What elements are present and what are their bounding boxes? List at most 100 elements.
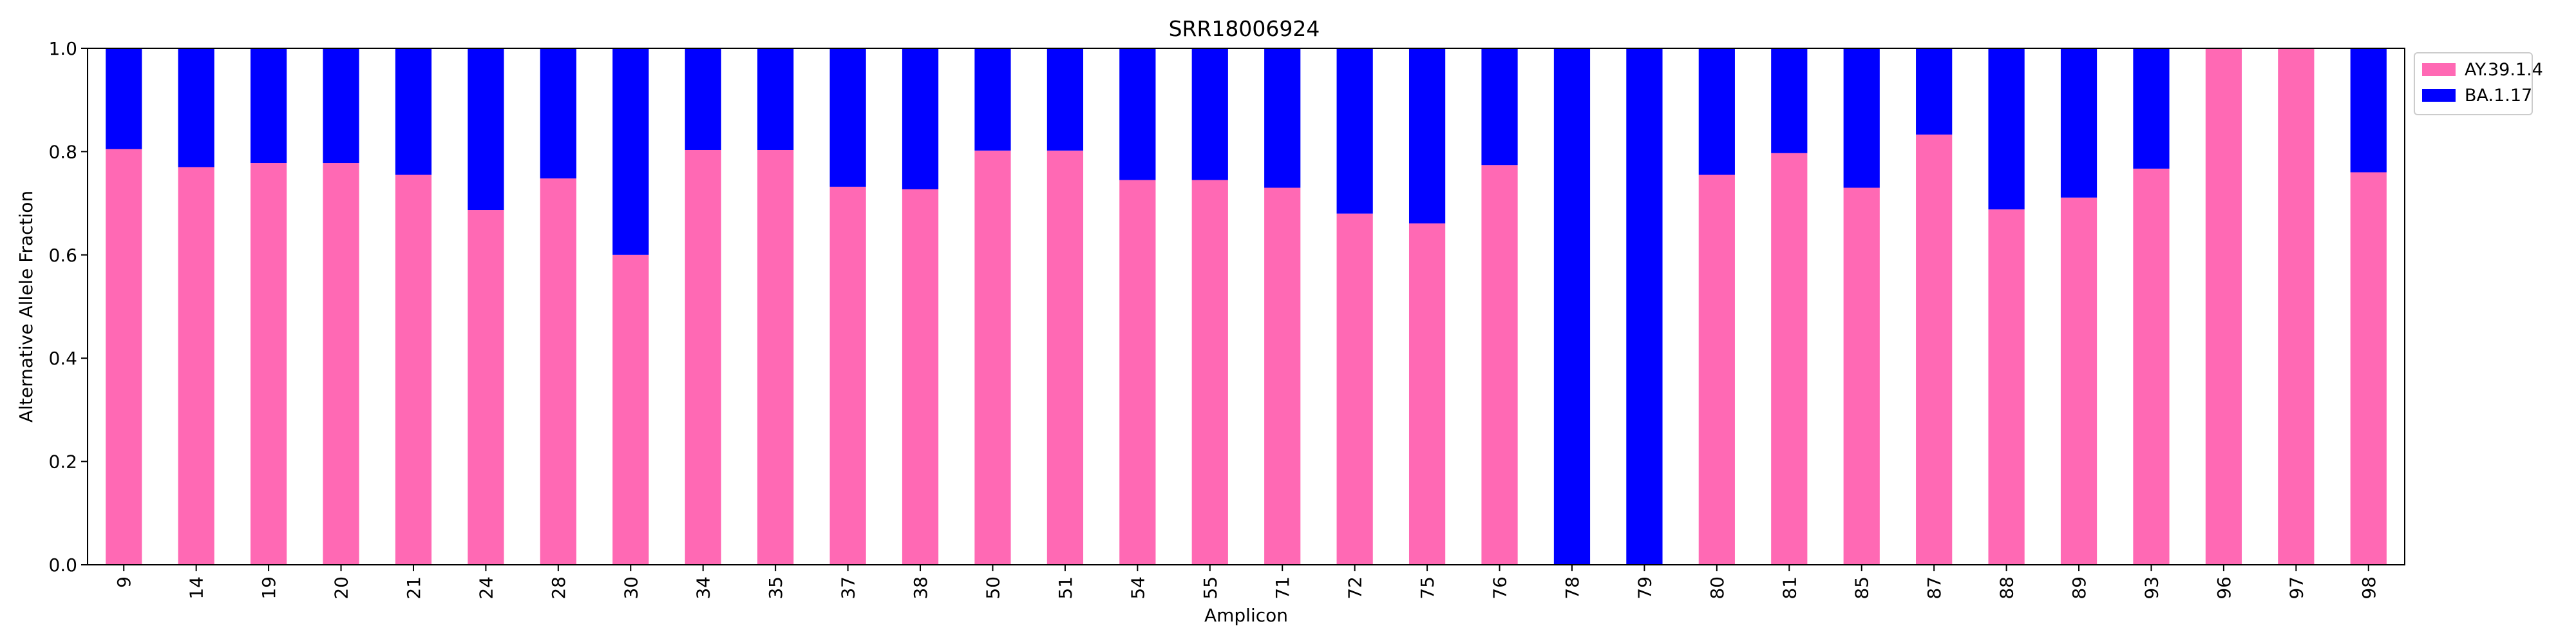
bar-series-1-24 [468, 210, 504, 565]
bar-series-1-30 [612, 254, 649, 565]
bar-series-2-50 [974, 48, 1011, 151]
bar-series-2-88 [1988, 48, 2025, 210]
x-tick-label: 71 [1272, 576, 1293, 600]
x-tick-label: 97 [2286, 576, 2307, 600]
x-tick-label: 79 [1634, 576, 1655, 600]
bar-series-1-71 [1264, 187, 1301, 565]
bar-series-1-87 [1916, 134, 1953, 565]
bar-series-1-97 [2278, 48, 2315, 565]
x-tick-label: 30 [620, 576, 641, 600]
x-tick-label: 75 [1417, 576, 1438, 600]
bar-series-1-89 [2060, 197, 2098, 565]
bars-layer [106, 48, 2387, 565]
bar-series-1-38 [902, 189, 939, 565]
bar-series-2-81 [1771, 48, 1808, 153]
bar-series-1-80 [1698, 175, 1735, 565]
x-tick-label: 19 [258, 576, 279, 600]
bar-series-1-93 [2133, 168, 2170, 565]
bar-series-1-9 [106, 149, 142, 565]
bar-series-2-24 [468, 48, 504, 211]
legend-swatch [2422, 89, 2456, 102]
x-tick-label: 87 [1924, 576, 1945, 600]
y-tick-label: 0.6 [48, 245, 77, 266]
bar-series-2-79 [1626, 48, 1663, 565]
bar-series-2-54 [1119, 48, 1156, 180]
bar-series-2-87 [1916, 48, 1953, 135]
bar-series-2-76 [1481, 48, 1518, 166]
x-axis: 9 14 19 20 21 24 28 30 34 35 37 38 50 51 54 55 71 72 75 76 7… [113, 565, 2380, 600]
bar-series-2-35 [757, 48, 794, 150]
bar-series-1-85 [1843, 187, 1880, 565]
bar-series-2-20 [323, 48, 359, 164]
bar-series-1-14 [178, 167, 214, 565]
x-tick-label: 72 [1345, 576, 1366, 600]
bar-series-1-20 [323, 163, 359, 565]
bar-series-1-50 [974, 150, 1011, 565]
bar-series-1-35 [757, 149, 794, 565]
bar-series-1-75 [1408, 223, 1446, 565]
x-tick-label: 55 [1200, 576, 1221, 600]
x-tick-label: 20 [331, 576, 352, 600]
x-tick-label: 96 [2213, 576, 2235, 600]
y-tick-label: 0.8 [48, 141, 77, 162]
legend-swatch [2422, 63, 2456, 76]
y-axis: 0.0 0.2 0.4 0.6 0.8 1.0 [48, 38, 88, 576]
bar-series-1-98 [2350, 172, 2387, 565]
x-tick-label: 38 [910, 576, 931, 600]
bar-series-2-93 [2133, 48, 2170, 169]
y-axis-label: Alternative Allele Fraction [15, 191, 37, 422]
x-tick-label: 24 [475, 576, 497, 600]
bar-series-2-14 [178, 48, 214, 167]
bar-series-2-37 [829, 48, 866, 187]
bar-series-2-72 [1336, 48, 1373, 214]
x-tick-label: 35 [765, 576, 786, 600]
bar-series-1-55 [1191, 180, 1228, 565]
bar-series-2-34 [685, 48, 721, 150]
bar-series-2-55 [1191, 48, 1228, 180]
x-tick-label: 81 [1779, 576, 1800, 600]
bar-series-1-37 [829, 186, 866, 565]
chart-title: SRR18006924 [1169, 16, 1320, 41]
y-tick-label: 0.2 [48, 451, 77, 473]
bar-series-1-54 [1119, 180, 1156, 565]
x-tick-label: 28 [548, 576, 569, 600]
x-tick-label: 89 [2069, 576, 2090, 600]
bar-series-2-75 [1408, 48, 1446, 223]
bar-series-2-85 [1843, 48, 1880, 188]
plot-frame [87, 48, 2405, 565]
bar-series-2-89 [2060, 48, 2098, 198]
bar-series-2-21 [395, 48, 432, 175]
bar-series-2-98 [2350, 48, 2387, 173]
legend-entry: AY.39.1.4 [2465, 60, 2543, 80]
x-tick-label: 34 [693, 576, 714, 600]
bar-series-1-51 [1046, 150, 1084, 565]
y-tick-label: 1.0 [48, 38, 77, 59]
bar-series-2-28 [540, 48, 576, 179]
x-tick-label: 9 [113, 576, 135, 588]
bar-series-1-21 [395, 175, 432, 565]
x-tick-label: 21 [403, 576, 424, 600]
bar-series-1-81 [1771, 153, 1808, 565]
x-tick-label: 14 [186, 576, 207, 600]
bar-series-1-96 [2205, 48, 2242, 565]
bar-series-2-38 [902, 48, 939, 189]
bar-series-2-30 [612, 48, 649, 255]
y-tick-label: 0.4 [48, 348, 77, 369]
x-tick-label: 93 [2141, 576, 2162, 600]
x-tick-label: 50 [982, 576, 1003, 600]
bar-series-1-88 [1988, 209, 2025, 565]
x-tick-label: 85 [1852, 576, 1873, 600]
bar-series-1-28 [540, 178, 576, 565]
y-tick-label: 0.0 [48, 554, 77, 576]
x-tick-label: 37 [838, 576, 859, 600]
legend: AY.39.1.4 BA.1.17 [2414, 52, 2543, 115]
bar-series-1-34 [685, 149, 721, 565]
bar-series-1-72 [1336, 213, 1373, 565]
bar-series-2-19 [250, 48, 287, 164]
x-tick-label: 80 [1707, 576, 1728, 600]
x-axis-label: Amplicon [1204, 605, 1288, 626]
bar-series-2-78 [1553, 48, 1591, 565]
x-tick-label: 98 [2358, 576, 2380, 600]
x-tick-label: 54 [1127, 576, 1148, 600]
